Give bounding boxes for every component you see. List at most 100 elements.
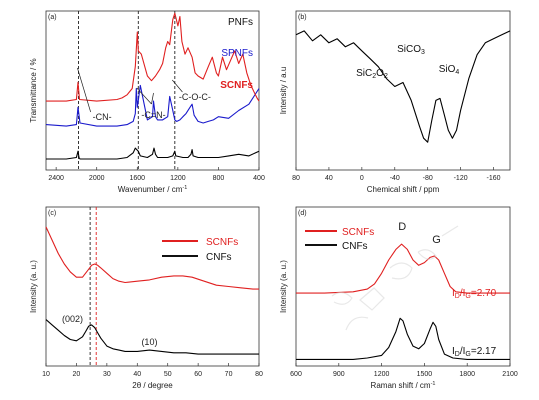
- x-tick-label: 600: [290, 371, 302, 378]
- ratio-label-cnfs: ID/IG=2.17: [452, 346, 497, 358]
- chem-glyph: C: [365, 68, 372, 79]
- annotation-cn: -CN-: [93, 112, 112, 122]
- series-label-spnfs: SPNFs: [221, 48, 253, 59]
- peak-label-g: G: [432, 234, 441, 246]
- x-tick-label: 900: [333, 371, 345, 378]
- panel-label: (b): [298, 14, 307, 21]
- series-line-scnfs: [296, 243, 510, 294]
- chem-glyph: 2: [372, 73, 376, 80]
- series-line-pnfs: [46, 147, 260, 160]
- plot-frame: [295, 10, 511, 171]
- chem-glyph: i: [404, 44, 406, 55]
- panel-d: 600 900 1200 1500 1800 2100 (d) Raman shift / c…: [279, 206, 518, 390]
- y-axis-label: Transmittance / %: [29, 58, 38, 122]
- peak-label-sic2o2: SiC2O2: [356, 68, 388, 80]
- x-tick-label: -40: [390, 175, 400, 182]
- peak-label-d: D: [398, 221, 406, 233]
- chem-glyph: O: [448, 64, 456, 75]
- y-axis-label: Intensity (a. u.): [29, 260, 38, 313]
- plot-frame: [295, 206, 511, 367]
- x-tick-label: 30: [103, 371, 111, 378]
- x-axis-label: Chemical shift / ppm: [367, 185, 440, 194]
- x-tick-label: 40: [325, 175, 333, 182]
- annotation-arrow: [151, 92, 154, 105]
- x-tick-label: 80: [255, 371, 263, 378]
- legend-label-cnfs: CNFs: [342, 241, 368, 252]
- annotation-arrow: [136, 87, 152, 105]
- ratio-glyph: I: [452, 346, 455, 357]
- chem-glyph: 3: [421, 49, 425, 56]
- x-tick-label: 60: [194, 371, 202, 378]
- x-axis-label: Raman shift / cm-1: [371, 381, 436, 390]
- ratio-label-scnfs: ID/IG=2.70: [452, 288, 497, 300]
- ratio-glyph: =2.70: [471, 288, 497, 299]
- ratio-glyph: =2.17: [471, 346, 497, 357]
- plot-frame: [45, 10, 260, 171]
- panel-a: 2400 2000 1600 1200 800 400 (a) Wavenumber / cm…: [29, 10, 265, 194]
- x-axis-label: 2θ / degree: [132, 381, 173, 390]
- chem-glyph: O: [376, 68, 384, 79]
- chem-glyph: 2: [384, 73, 388, 80]
- x-tick-label: 800: [213, 175, 225, 182]
- x-tick-label: 50: [164, 371, 172, 378]
- panel-label: (d): [298, 210, 307, 217]
- x-tick-label: 20: [73, 371, 81, 378]
- series-line-cnfs: [296, 317, 510, 360]
- ratio-glyph: G: [465, 351, 470, 358]
- panel-b: 80 40 0 -40 -80 -120 -160 (b) Chemical shift / p…: [279, 10, 511, 194]
- ratio-glyph: /I: [460, 346, 466, 357]
- series-line-spnfs: [45, 84, 260, 127]
- x-tick-label: 1600: [129, 175, 145, 182]
- x-tick-label: 2100: [502, 371, 518, 378]
- ratio-glyph: I: [452, 288, 455, 299]
- chem-glyph: S: [397, 44, 404, 55]
- series-line-cnfs: [45, 319, 259, 355]
- x-tick-label: 10: [42, 371, 50, 378]
- x-axis-label-sup: -1: [182, 185, 187, 191]
- x-tick-label: -120: [454, 175, 468, 182]
- ratio-glyph: D: [455, 293, 460, 300]
- x-tick-label: 1500: [417, 371, 433, 378]
- panel-label: (c): [48, 210, 56, 217]
- x-tick-label: 2400: [48, 175, 64, 182]
- peak-label-sio4: SiO4: [439, 64, 460, 76]
- chem-glyph: S: [439, 64, 446, 75]
- chem-glyph: i: [445, 64, 447, 75]
- x-tick-label: 1800: [459, 371, 475, 378]
- chem-glyph: S: [356, 68, 363, 79]
- x-tick-label: 1200: [170, 175, 186, 182]
- annotation-coc: -C-O-C-: [179, 92, 211, 102]
- series-line-scnfs: [45, 226, 259, 290]
- y-axis-label: Intensity (a. u.): [279, 260, 288, 313]
- x-axis-label: Wavenumber / cm-1: [118, 185, 188, 194]
- x-tick-label: 40: [133, 371, 141, 378]
- annotation-arrow: [172, 79, 183, 93]
- x-tick-label: 70: [225, 371, 233, 378]
- x-axis-label-sup: -1: [431, 381, 436, 387]
- series-label-pnfs: PNFs: [228, 17, 253, 28]
- ratio-glyph: D: [455, 351, 460, 358]
- series-label-scnfs: SCNFs: [220, 80, 253, 91]
- y-axis-label: Intensity / a.u: [279, 67, 288, 115]
- ratio-glyph: G: [465, 293, 470, 300]
- panel-c: 10 20 30 40 50 60 70 80 (c) 2θ / degree Intensity …: [29, 206, 263, 390]
- series-line-scnfs: [46, 12, 260, 102]
- peak-label-sico3: SiCO3: [397, 44, 425, 56]
- plot-frame: [45, 206, 260, 367]
- chem-glyph: 4: [455, 69, 459, 76]
- x-tick-label: 1200: [374, 371, 390, 378]
- peak-label-002: (002): [62, 314, 83, 324]
- chem-glyph: C: [406, 44, 413, 55]
- panel-label: (a): [48, 14, 57, 21]
- series-line-spectrum: [295, 30, 511, 143]
- ratio-glyph: /I: [460, 288, 466, 299]
- x-tick-label: 2000: [89, 175, 105, 182]
- annotation-arrow: [77, 67, 91, 113]
- legend-label-scnfs: SCNFs: [206, 237, 238, 248]
- legend-label-scnfs: SCNFs: [342, 227, 374, 238]
- x-tick-label: -160: [487, 175, 501, 182]
- chem-glyph: i: [363, 68, 365, 79]
- x-tick-label: 0: [360, 175, 364, 182]
- peak-label-10: (10): [141, 337, 157, 347]
